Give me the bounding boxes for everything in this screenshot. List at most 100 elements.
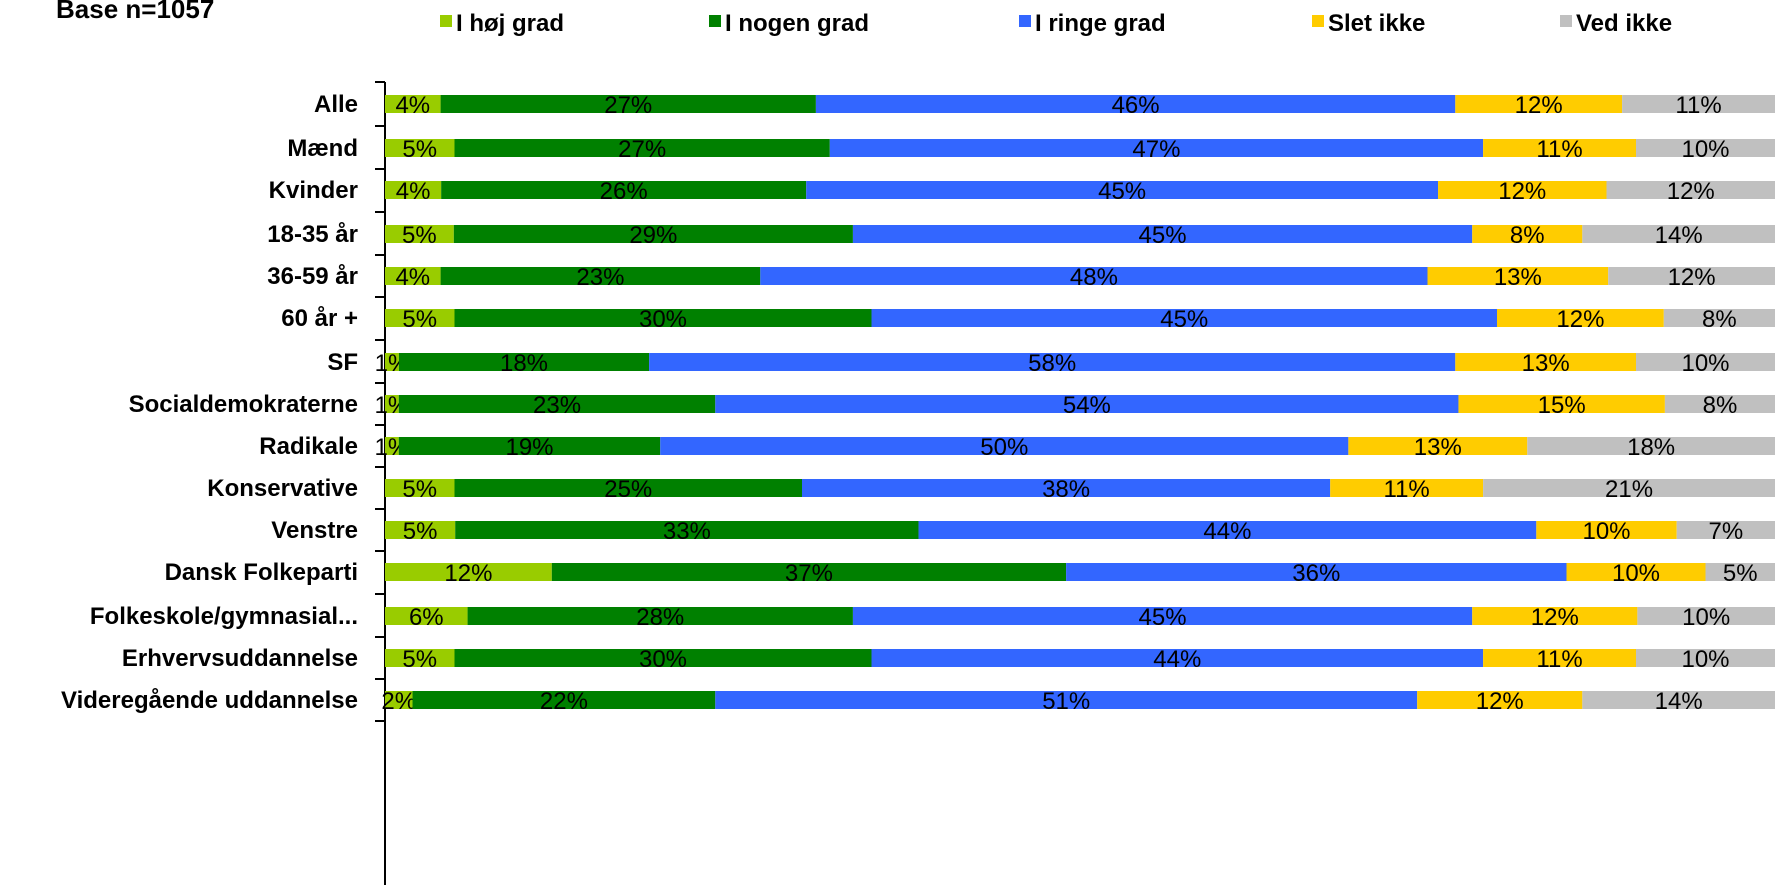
bar-segment-i-hoj-grad xyxy=(385,267,441,285)
data-label: 11% xyxy=(1384,476,1430,503)
bar-segment-i-ringe-grad xyxy=(852,225,1473,243)
bar-segment-ved-ikke xyxy=(1705,563,1775,581)
bar-segment-i-ringe-grad xyxy=(871,649,1484,667)
legend-label: Ved ikke xyxy=(1576,10,1672,37)
bar-segment-i-hoj-grad xyxy=(385,649,455,667)
data-label: 30% xyxy=(639,646,687,673)
category-label-alle: Alle xyxy=(314,91,358,118)
legend-swatch xyxy=(709,15,721,27)
data-label: 4% xyxy=(395,264,430,291)
bar-segment-i-hoj-grad xyxy=(385,563,552,581)
bar-segment-i-ringe-grad xyxy=(660,437,1349,455)
bar-segment-i-hoj-grad xyxy=(385,691,413,709)
data-label: 14% xyxy=(1655,688,1703,715)
bar-row-kvinder: 4% 26% 45% 12% 12% xyxy=(385,178,1775,205)
bar-segment-i-hoj-grad xyxy=(385,607,468,625)
bars: 4% 27% 46% 12% 11%5% 27% 47% 11% 10%4% 26% 45% 12% 1… xyxy=(375,92,1775,715)
legend-label: I høj grad xyxy=(456,10,564,37)
data-label: 12% xyxy=(1476,688,1524,715)
data-label: 23% xyxy=(533,392,581,419)
data-label: 38% xyxy=(1042,476,1090,503)
bar-row-socialdemokraterne: 1% 23% 54% 15% 8% xyxy=(375,392,1775,419)
data-label: 15% xyxy=(1538,392,1586,419)
data-label: 12% xyxy=(1515,92,1563,119)
data-label: 47% xyxy=(1132,136,1180,163)
category-label-venstre: Venstre xyxy=(271,517,358,544)
category-label-socialdemokraterne: Socialdemokraterne xyxy=(129,391,358,418)
bar-segment-i-hoj-grad xyxy=(385,139,455,157)
data-label: 22% xyxy=(540,688,588,715)
bar-segment-ved-ikke xyxy=(1676,521,1775,539)
bar-segment-ved-ikke xyxy=(1483,479,1775,497)
bar-segment-i-ringe-grad xyxy=(871,309,1497,327)
data-label: 10% xyxy=(1612,560,1660,587)
data-label: 12% xyxy=(444,560,492,587)
data-label: 4% xyxy=(396,178,431,205)
data-label: 14% xyxy=(1655,222,1703,249)
bar-segment-i-ringe-grad xyxy=(1066,563,1567,581)
bar-row-36-59-ar: 4% 23% 48% 13% 12% xyxy=(385,264,1775,291)
data-label: 51% xyxy=(1042,688,1090,715)
data-label: 37% xyxy=(785,560,833,587)
data-label: 26% xyxy=(600,178,648,205)
bar-row-sf: 1% 18% 58% 13% 10% xyxy=(375,350,1775,377)
category-label-konservative: Konservative xyxy=(207,475,358,502)
data-label: 44% xyxy=(1203,518,1251,545)
data-label: 12% xyxy=(1531,604,1579,631)
category-label-kvinder: Kvinder xyxy=(269,177,358,204)
data-label: 27% xyxy=(604,92,652,119)
legend-label: I nogen grad xyxy=(725,10,869,37)
data-label: 29% xyxy=(629,222,677,249)
data-label: 45% xyxy=(1139,604,1187,631)
bar-segment-i-ringe-grad xyxy=(829,139,1484,157)
bar-segment-i-nogen-grad xyxy=(454,139,830,157)
chart-title: Base n=1057 xyxy=(56,0,214,24)
bar-segment-i-nogen-grad xyxy=(398,353,650,371)
category-label-dansk-folkeparti: Dansk Folkeparti xyxy=(165,559,358,586)
data-label: 13% xyxy=(1522,350,1570,377)
bar-segment-ved-ikke xyxy=(1608,267,1775,285)
data-label: 5% xyxy=(402,306,437,333)
bar-segment-slet-ikke xyxy=(1458,395,1665,413)
bar-segment-i-nogen-grad xyxy=(455,521,919,539)
data-label: 8% xyxy=(1703,392,1738,419)
bar-row-konservative: 5% 25% 38% 11% 21% xyxy=(385,476,1775,503)
bar-row-folkeskole-gymnasial: 6% 28% 45% 12% 10% xyxy=(385,604,1775,631)
bar-segment-ved-ikke xyxy=(1636,649,1775,667)
bar-row-videregaende-uddannelse: 2% 22% 51% 12% 14% xyxy=(381,688,1775,715)
bar-segment-i-nogen-grad xyxy=(398,395,716,413)
legend-label: I ringe grad xyxy=(1035,10,1166,37)
data-label: 21% xyxy=(1605,476,1653,503)
data-label: 10% xyxy=(1682,604,1730,631)
bar-segment-ved-ikke xyxy=(1527,437,1775,455)
category-axis-ticks xyxy=(375,81,385,722)
bar-segment-ved-ikke xyxy=(1582,691,1775,709)
bar-row-venstre: 5% 33% 44% 10% 7% xyxy=(385,518,1775,545)
data-label: 11% xyxy=(1536,646,1582,673)
bar-segment-slet-ikke xyxy=(1455,353,1636,371)
bar-segment-i-hoj-grad xyxy=(385,395,399,413)
bar-segment-ved-ikke xyxy=(1637,607,1775,625)
data-label: 5% xyxy=(402,646,437,673)
bar-segment-slet-ikke xyxy=(1536,521,1677,539)
data-label: 6% xyxy=(409,604,444,631)
bar-segment-slet-ikke xyxy=(1330,479,1484,497)
data-label: 50% xyxy=(980,434,1028,461)
bar-row-18-35-ar: 5% 29% 45% 8% 14% xyxy=(385,222,1775,249)
legend-swatch xyxy=(440,15,452,27)
data-label: 18% xyxy=(500,350,548,377)
bar-row-dansk-folkeparti: 12% 37% 36% 10% 5% xyxy=(385,560,1775,587)
bar-segment-i-nogen-grad xyxy=(440,267,761,285)
data-label: 54% xyxy=(1063,392,1111,419)
bar-segment-slet-ikke xyxy=(1455,95,1623,113)
legend-swatch xyxy=(1560,15,1572,27)
category-label-60-ar: 60 år + xyxy=(281,305,358,332)
bar-segment-i-ringe-grad xyxy=(815,95,1456,113)
bar-segment-slet-ikke xyxy=(1566,563,1706,581)
bar-segment-i-ringe-grad xyxy=(852,607,1473,625)
data-label: 58% xyxy=(1028,350,1076,377)
data-label: 12% xyxy=(1668,264,1716,291)
data-label: 45% xyxy=(1098,178,1146,205)
data-label: 28% xyxy=(636,604,684,631)
bar-segment-i-hoj-grad xyxy=(385,95,441,113)
